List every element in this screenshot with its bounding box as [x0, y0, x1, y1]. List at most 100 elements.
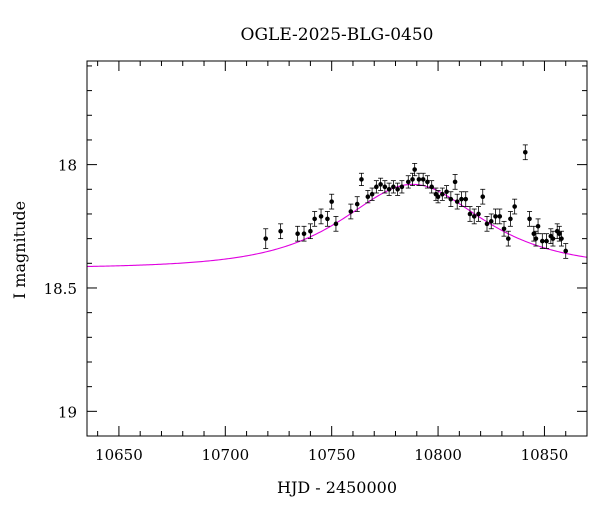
data-marker	[359, 177, 364, 182]
data-marker	[429, 184, 434, 190]
data-point	[563, 243, 569, 259]
data-marker	[378, 182, 383, 187]
x-axis-label: HJD - 2450000	[277, 478, 397, 497]
data-marker	[559, 236, 564, 241]
data-marker	[329, 199, 334, 204]
data-marker	[452, 179, 458, 185]
data-marker	[348, 209, 354, 214]
data-marker	[420, 177, 426, 182]
data-point	[307, 223, 313, 240]
data-point	[544, 233, 550, 249]
data-marker	[440, 191, 445, 197]
data-point	[348, 203, 354, 220]
data-marker	[497, 214, 503, 219]
data-point	[333, 216, 339, 232]
data-marker	[416, 177, 422, 182]
data-marker	[488, 219, 494, 224]
data-point	[522, 144, 528, 161]
data-marker	[512, 204, 517, 209]
data-marker	[533, 236, 539, 241]
data-marker	[301, 231, 307, 236]
data-point	[497, 208, 503, 225]
data-marker	[454, 199, 460, 204]
y-tick-label: 18	[58, 157, 77, 175]
data-marker	[386, 186, 392, 192]
data-point	[369, 187, 375, 201]
data-point	[493, 208, 499, 225]
data-point	[439, 187, 445, 201]
data-marker	[501, 226, 507, 232]
data-point	[390, 180, 396, 194]
data-marker	[522, 149, 528, 155]
data-marker	[448, 196, 454, 202]
data-point	[416, 172, 422, 186]
data-point	[278, 223, 284, 240]
data-point	[550, 230, 556, 247]
data-point	[405, 175, 411, 189]
data-marker	[459, 196, 464, 202]
data-marker	[325, 216, 330, 222]
axis-ticks: 10650 10700 10750 10800 10850 18 18.5 19	[44, 61, 588, 464]
data-marker	[412, 167, 417, 172]
x-tick-label: 10650	[95, 446, 143, 464]
data-marker	[540, 238, 545, 244]
data-marker	[374, 184, 379, 190]
data-point	[358, 172, 364, 186]
data-marker	[505, 236, 511, 241]
data-marker	[405, 179, 411, 185]
data-points-group	[263, 144, 569, 259]
data-marker	[557, 231, 562, 236]
data-marker	[563, 248, 569, 254]
data-point	[324, 211, 330, 227]
data-point	[452, 174, 458, 190]
data-marker	[527, 216, 532, 222]
data-point	[399, 180, 405, 194]
data-marker	[508, 216, 513, 222]
data-point	[420, 172, 426, 186]
data-point	[382, 180, 388, 194]
data-point	[263, 228, 269, 249]
data-point	[435, 190, 441, 204]
data-marker	[476, 211, 481, 217]
data-marker	[399, 184, 405, 190]
data-marker	[382, 184, 388, 190]
x-tick-label: 10750	[308, 446, 356, 464]
data-marker	[295, 231, 300, 236]
chart-title: OGLE-2025-BLG-0450	[241, 25, 434, 45]
data-point	[475, 206, 481, 222]
data-marker	[493, 214, 498, 219]
data-point	[454, 193, 460, 210]
data-point	[505, 230, 511, 247]
data-marker	[318, 214, 324, 219]
data-marker	[531, 231, 537, 236]
data-point	[507, 211, 513, 227]
data-point	[386, 182, 392, 196]
data-point	[373, 180, 379, 194]
data-point	[484, 216, 490, 232]
data-marker	[312, 216, 317, 222]
data-point	[354, 196, 360, 212]
data-point	[444, 185, 450, 199]
data-point	[295, 225, 301, 242]
y-axis-label: I magnitude	[10, 201, 29, 299]
data-point	[527, 211, 533, 227]
data-point	[480, 188, 486, 205]
data-marker	[365, 194, 371, 199]
data-marker	[484, 221, 490, 227]
data-point	[429, 180, 435, 194]
data-marker	[395, 186, 400, 192]
data-point	[467, 206, 473, 222]
data-marker	[480, 194, 486, 199]
data-marker	[425, 179, 430, 185]
data-marker	[435, 194, 441, 199]
plot-frame	[86, 60, 588, 437]
data-point	[463, 191, 469, 207]
data-point	[448, 191, 454, 207]
data-point	[558, 230, 564, 247]
x-tick-label: 10850	[521, 446, 569, 464]
data-marker	[333, 221, 339, 227]
data-point	[501, 220, 507, 237]
data-marker	[535, 223, 541, 229]
data-marker	[550, 236, 556, 241]
